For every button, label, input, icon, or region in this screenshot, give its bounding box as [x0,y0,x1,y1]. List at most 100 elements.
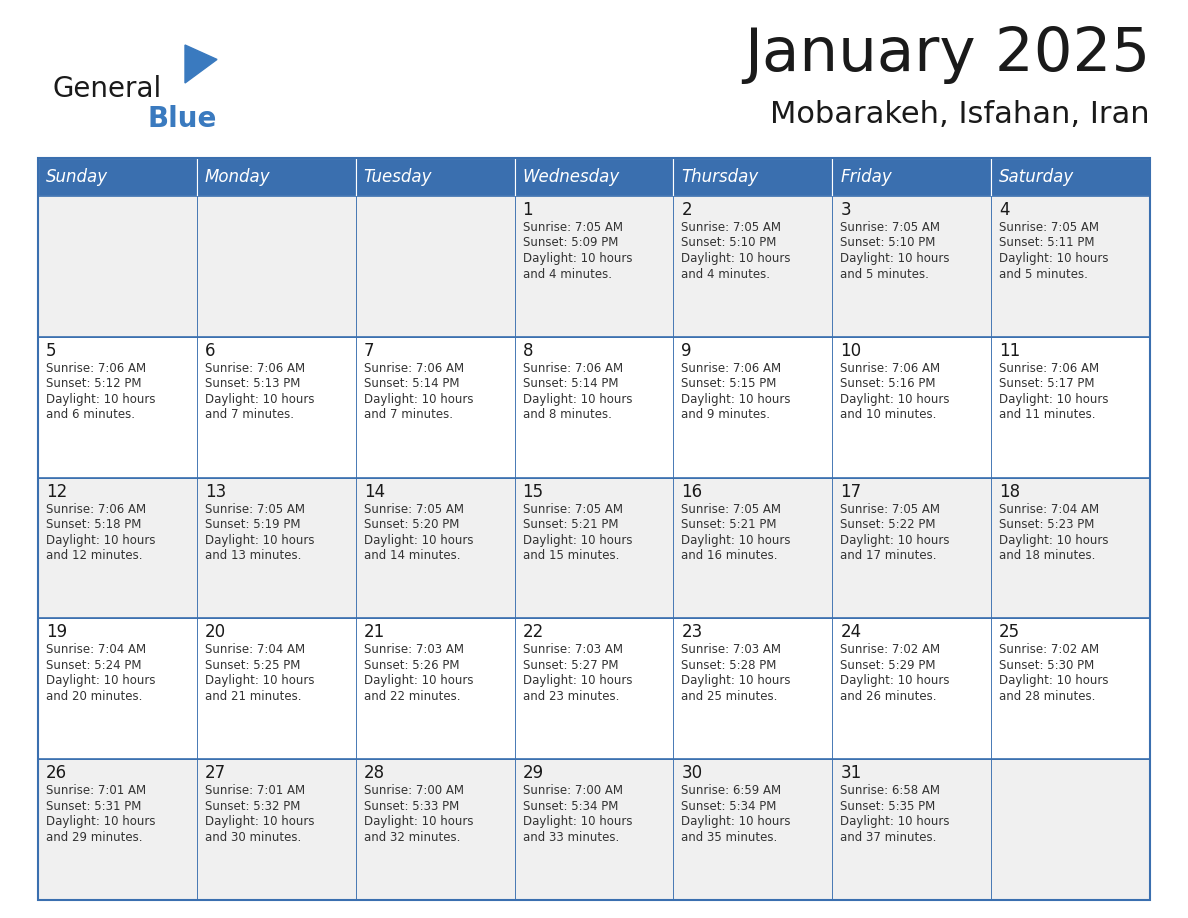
Bar [38,619,197,759]
Text: Daylight: 10 hours: Daylight: 10 hours [682,533,791,546]
Text: Sunrise: 7:05 AM: Sunrise: 7:05 AM [523,502,623,516]
Text: Sunrise: 7:04 AM: Sunrise: 7:04 AM [204,644,305,656]
Text: Daylight: 10 hours: Daylight: 10 hours [364,533,473,546]
Text: Daylight: 10 hours: Daylight: 10 hours [204,815,315,828]
Text: 16: 16 [682,483,702,500]
Text: Daylight: 10 hours: Daylight: 10 hours [46,675,156,688]
Text: Sunday: Sunday [46,168,108,186]
Text: Daylight: 10 hours: Daylight: 10 hours [364,815,473,828]
Text: Daylight: 10 hours: Daylight: 10 hours [682,252,791,265]
Text: and 4 minutes.: and 4 minutes. [523,267,612,281]
Text: Sunrise: 7:06 AM: Sunrise: 7:06 AM [682,362,782,375]
Bar [514,477,674,619]
Bar [38,337,197,477]
Text: Sunrise: 6:58 AM: Sunrise: 6:58 AM [840,784,940,797]
Text: Sunset: 5:24 PM: Sunset: 5:24 PM [46,659,141,672]
Text: and 11 minutes.: and 11 minutes. [999,409,1095,421]
Text: Sunrise: 7:01 AM: Sunrise: 7:01 AM [204,784,305,797]
Text: and 23 minutes.: and 23 minutes. [523,690,619,703]
Text: Sunrise: 7:06 AM: Sunrise: 7:06 AM [999,362,1099,375]
Bar [674,158,833,196]
Text: Daylight: 10 hours: Daylight: 10 hours [523,533,632,546]
Text: Monday: Monday [204,168,271,186]
Text: 10: 10 [840,341,861,360]
Text: 22: 22 [523,623,544,642]
Text: and 15 minutes.: and 15 minutes. [523,549,619,562]
Text: Mobarakeh, Isfahan, Iran: Mobarakeh, Isfahan, Iran [770,100,1150,129]
Bar [674,477,833,619]
Text: Daylight: 10 hours: Daylight: 10 hours [204,675,315,688]
Text: Sunrise: 7:03 AM: Sunrise: 7:03 AM [364,644,463,656]
Bar [197,196,355,337]
Bar [674,619,833,759]
Text: Sunset: 5:15 PM: Sunset: 5:15 PM [682,377,777,390]
Text: Sunrise: 7:03 AM: Sunrise: 7:03 AM [682,644,782,656]
Text: Sunrise: 7:06 AM: Sunrise: 7:06 AM [204,362,305,375]
Text: Daylight: 10 hours: Daylight: 10 hours [364,675,473,688]
Text: Tuesday: Tuesday [364,168,432,186]
Text: Daylight: 10 hours: Daylight: 10 hours [523,815,632,828]
Text: 8: 8 [523,341,533,360]
Text: 3: 3 [840,201,851,219]
Text: 13: 13 [204,483,226,500]
Bar [355,158,514,196]
Text: Sunrise: 7:06 AM: Sunrise: 7:06 AM [46,502,146,516]
Bar [38,477,197,619]
Text: Sunset: 5:22 PM: Sunset: 5:22 PM [840,518,936,532]
Text: Sunset: 5:19 PM: Sunset: 5:19 PM [204,518,301,532]
Bar [833,158,991,196]
Bar [674,759,833,900]
Text: Daylight: 10 hours: Daylight: 10 hours [523,393,632,406]
Bar [197,759,355,900]
Text: Sunset: 5:34 PM: Sunset: 5:34 PM [682,800,777,812]
Text: and 37 minutes.: and 37 minutes. [840,831,936,844]
Text: 5: 5 [46,341,57,360]
Text: and 25 minutes.: and 25 minutes. [682,690,778,703]
Text: and 17 minutes.: and 17 minutes. [840,549,937,562]
Bar [197,619,355,759]
Text: Sunrise: 7:06 AM: Sunrise: 7:06 AM [840,362,941,375]
Bar [355,337,514,477]
Text: and 9 minutes.: and 9 minutes. [682,409,771,421]
Bar [38,196,197,337]
Text: Sunrise: 7:06 AM: Sunrise: 7:06 AM [523,362,623,375]
Text: Sunset: 5:12 PM: Sunset: 5:12 PM [46,377,141,390]
Text: Daylight: 10 hours: Daylight: 10 hours [999,393,1108,406]
Text: Daylight: 10 hours: Daylight: 10 hours [682,393,791,406]
Text: Sunset: 5:27 PM: Sunset: 5:27 PM [523,659,618,672]
Text: 31: 31 [840,764,861,782]
Text: Daylight: 10 hours: Daylight: 10 hours [46,393,156,406]
Text: and 13 minutes.: and 13 minutes. [204,549,302,562]
Text: and 7 minutes.: and 7 minutes. [204,409,293,421]
Bar [355,477,514,619]
Bar [514,619,674,759]
Text: 30: 30 [682,764,702,782]
Text: Sunrise: 7:05 AM: Sunrise: 7:05 AM [682,221,782,234]
Text: Daylight: 10 hours: Daylight: 10 hours [840,675,949,688]
Text: Sunset: 5:31 PM: Sunset: 5:31 PM [46,800,141,812]
Text: Sunset: 5:21 PM: Sunset: 5:21 PM [682,518,777,532]
Bar [833,196,991,337]
Text: Sunrise: 7:00 AM: Sunrise: 7:00 AM [364,784,463,797]
Text: Daylight: 10 hours: Daylight: 10 hours [999,533,1108,546]
Text: Daylight: 10 hours: Daylight: 10 hours [999,675,1108,688]
Text: Sunset: 5:20 PM: Sunset: 5:20 PM [364,518,459,532]
Text: Sunset: 5:17 PM: Sunset: 5:17 PM [999,377,1094,390]
Text: Thursday: Thursday [682,168,759,186]
Text: Sunset: 5:25 PM: Sunset: 5:25 PM [204,659,301,672]
Text: 14: 14 [364,483,385,500]
Bar [833,759,991,900]
Text: and 29 minutes.: and 29 minutes. [46,831,143,844]
Text: Sunset: 5:14 PM: Sunset: 5:14 PM [523,377,618,390]
Text: Sunrise: 7:04 AM: Sunrise: 7:04 AM [999,502,1099,516]
Text: Daylight: 10 hours: Daylight: 10 hours [682,675,791,688]
Text: and 4 minutes.: and 4 minutes. [682,267,771,281]
Text: Sunset: 5:28 PM: Sunset: 5:28 PM [682,659,777,672]
Text: 21: 21 [364,623,385,642]
Bar [991,477,1150,619]
Text: and 28 minutes.: and 28 minutes. [999,690,1095,703]
Text: Sunset: 5:21 PM: Sunset: 5:21 PM [523,518,618,532]
Bar [674,337,833,477]
Text: 7: 7 [364,341,374,360]
Bar [38,158,1150,900]
